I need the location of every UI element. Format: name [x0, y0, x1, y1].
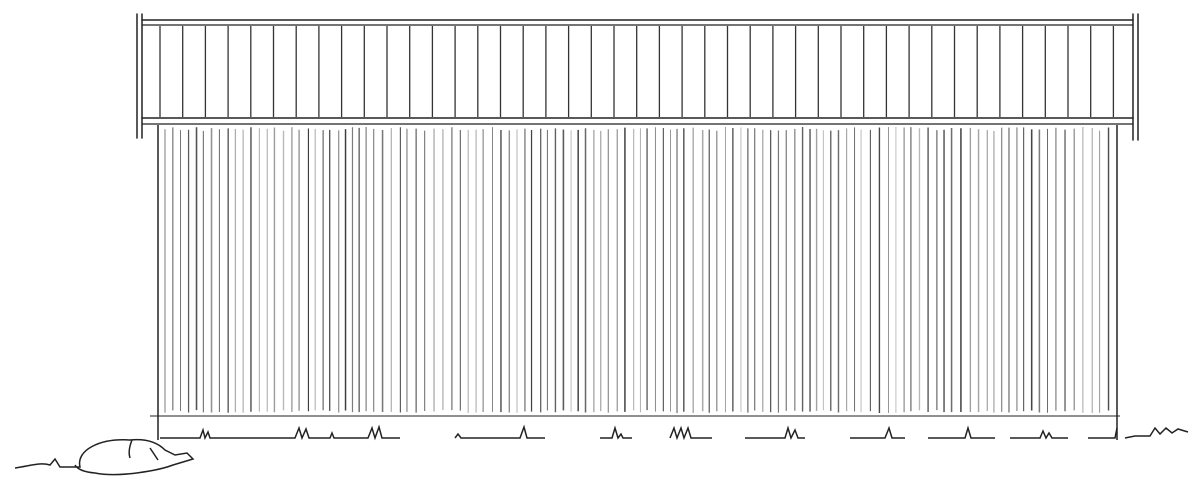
ground-line: [160, 424, 1189, 441]
band-boards: [159, 26, 1115, 117]
roof-band: [136, 13, 1139, 141]
wall-boards: [164, 127, 1110, 413]
wall-frame: [14, 125, 1189, 476]
rock: [14, 438, 195, 476]
